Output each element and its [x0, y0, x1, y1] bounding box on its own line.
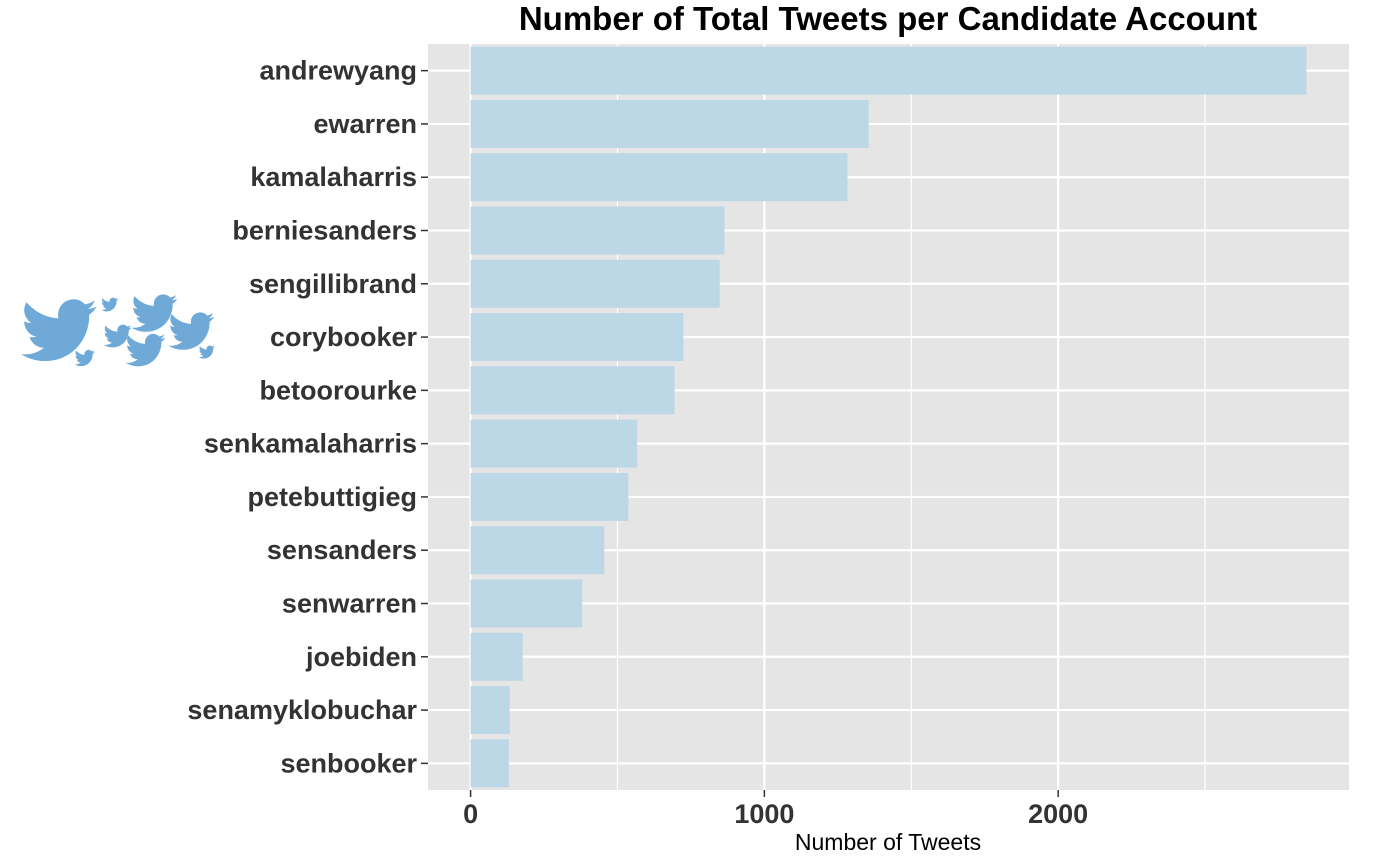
y-tick-label-kamalaharris: kamalaharris — [250, 162, 417, 192]
y-tick-label-sensanders: sensanders — [267, 535, 417, 565]
x-tick-label: 1000 — [734, 799, 794, 829]
x-axis-title: Number of Tweets — [795, 829, 981, 855]
bar-ewarren — [470, 99, 869, 148]
x-tick-label: 0 — [463, 799, 478, 829]
y-tick-label-andrewyang: andrewyang — [259, 56, 417, 86]
y-tick-label-sengillibrand: sengillibrand — [249, 269, 417, 299]
y-tick-label-joebiden: joebiden — [305, 642, 417, 672]
y-tick-label-senwarren: senwarren — [282, 589, 417, 619]
bar-betoorourke — [470, 366, 675, 415]
bars — [470, 46, 1307, 788]
bar-kamalaharris — [470, 153, 848, 202]
bar-andrewyang — [470, 46, 1307, 95]
bar-sengillibrand — [470, 259, 720, 308]
y-axis: andrewyang ewarren kamalaharris berniesande… — [187, 56, 428, 778]
y-tick-label-betoorourke: betoorourke — [259, 375, 417, 405]
bar-berniesanders — [470, 206, 725, 255]
chart-title: Number of Total Tweets per Candidate Acc… — [519, 0, 1257, 37]
bar-senkamalaharris — [470, 419, 638, 468]
y-tick-label-ewarren: ewarren — [313, 109, 417, 139]
y-tick-label-senkamalaharris: senkamalaharris — [204, 429, 417, 459]
bar-joebiden — [470, 632, 523, 681]
x-tick-label: 2000 — [1028, 799, 1088, 829]
x-axis: 0 1000 2000 — [463, 790, 1088, 829]
bar-senamyklobuchar — [470, 686, 510, 735]
y-tick-label-senamyklobuchar: senamyklobuchar — [187, 695, 417, 725]
bar-corybooker — [470, 313, 684, 362]
bar-senwarren — [470, 579, 583, 628]
y-tick-label-petebuttigieg: petebuttigieg — [248, 482, 418, 512]
bar-sensanders — [470, 526, 605, 575]
twitter-birds-icon — [21, 294, 215, 367]
y-tick-label-senbooker: senbooker — [280, 748, 417, 778]
y-tick-label-berniesanders: berniesanders — [232, 216, 417, 246]
y-tick-label-corybooker: corybooker — [270, 322, 418, 352]
bar-senbooker — [470, 739, 509, 788]
bar-petebuttigieg — [470, 472, 629, 521]
